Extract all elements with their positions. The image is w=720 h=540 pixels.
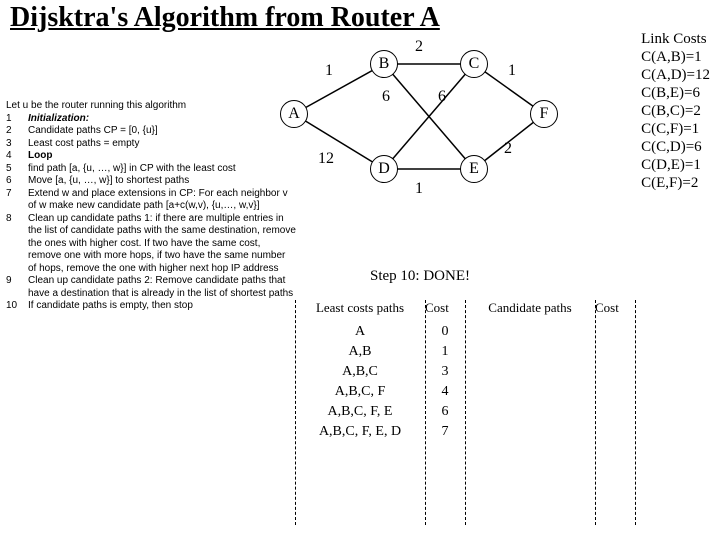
- edge-weight: 1: [325, 62, 333, 80]
- table-vline: [425, 300, 426, 525]
- edge-weight: 6: [438, 88, 446, 106]
- table-vline: [295, 300, 296, 525]
- link-cost-item: C(B,E)=6: [641, 84, 710, 102]
- algo-line: 10If candidate paths is empty, then stop: [6, 300, 296, 313]
- th-cost2: Cost: [595, 300, 635, 316]
- edge-weight: 1: [415, 180, 423, 198]
- node-c: C: [460, 50, 488, 78]
- edge-weight: 1: [508, 62, 516, 80]
- edge-weight: 2: [415, 38, 423, 56]
- link-cost-item: C(A,D)=12: [641, 66, 710, 84]
- th-least-paths: Least costs paths: [295, 300, 425, 316]
- algo-line: 4Loop: [6, 150, 296, 163]
- algo-line: 5find path [a, {u, …, w}] in CP with the…: [6, 163, 296, 176]
- algo-line: 1Initialization:: [6, 113, 296, 126]
- algo-intro: Let u be the router running this algorit…: [6, 100, 296, 113]
- network-graph: 121661212ABCDEF: [280, 40, 560, 220]
- table-vline: [635, 300, 636, 525]
- table-vline: [465, 300, 466, 525]
- algo-line: 3Least cost paths = empty: [6, 138, 296, 151]
- edge-weight: 6: [382, 88, 390, 106]
- algo-line: 7Extend w and place extensions in CP: Fo…: [6, 188, 296, 213]
- link-cost-item: C(A,B)=1: [641, 48, 710, 66]
- th-candidate: Candidate paths: [465, 300, 595, 316]
- algorithm-text: Let u be the router running this algorit…: [6, 100, 296, 313]
- algo-line: 6Move [a, {u, …, w}] to shortest paths: [6, 175, 296, 188]
- link-cost-item: C(D,E)=1: [641, 156, 710, 174]
- link-costs-header: Link Costs: [641, 30, 710, 48]
- link-cost-item: C(C,D)=6: [641, 138, 710, 156]
- results-table: Least costs paths Cost Candidate paths C…: [295, 300, 695, 442]
- algo-line: 2Candidate paths CP = [0, {u}]: [6, 125, 296, 138]
- algo-line: 8Clean up candidate paths 1: if there ar…: [6, 213, 296, 276]
- node-d: D: [370, 155, 398, 183]
- step-label: Step 10: DONE!: [370, 268, 470, 285]
- algo-line: 9Clean up candidate paths 2: Remove cand…: [6, 275, 296, 300]
- edge-weight: 2: [504, 140, 512, 158]
- edge-weight: 12: [318, 150, 334, 168]
- link-cost-item: C(B,C)=2: [641, 102, 710, 120]
- th-cost1: Cost: [425, 300, 465, 316]
- node-f: F: [530, 100, 558, 128]
- page-title: Dijsktra's Algorithm from Router A: [0, 0, 720, 34]
- link-costs-panel: Link Costs C(A,B)=1C(A,D)=12C(B,E)=6C(B,…: [641, 30, 710, 192]
- link-cost-item: C(E,F)=2: [641, 174, 710, 192]
- link-cost-item: C(C,F)=1: [641, 120, 710, 138]
- node-e: E: [460, 155, 488, 183]
- node-b: B: [370, 50, 398, 78]
- table-vline: [595, 300, 596, 525]
- link-costs-list: C(A,B)=1C(A,D)=12C(B,E)=6C(B,C)=2C(C,F)=…: [641, 48, 710, 192]
